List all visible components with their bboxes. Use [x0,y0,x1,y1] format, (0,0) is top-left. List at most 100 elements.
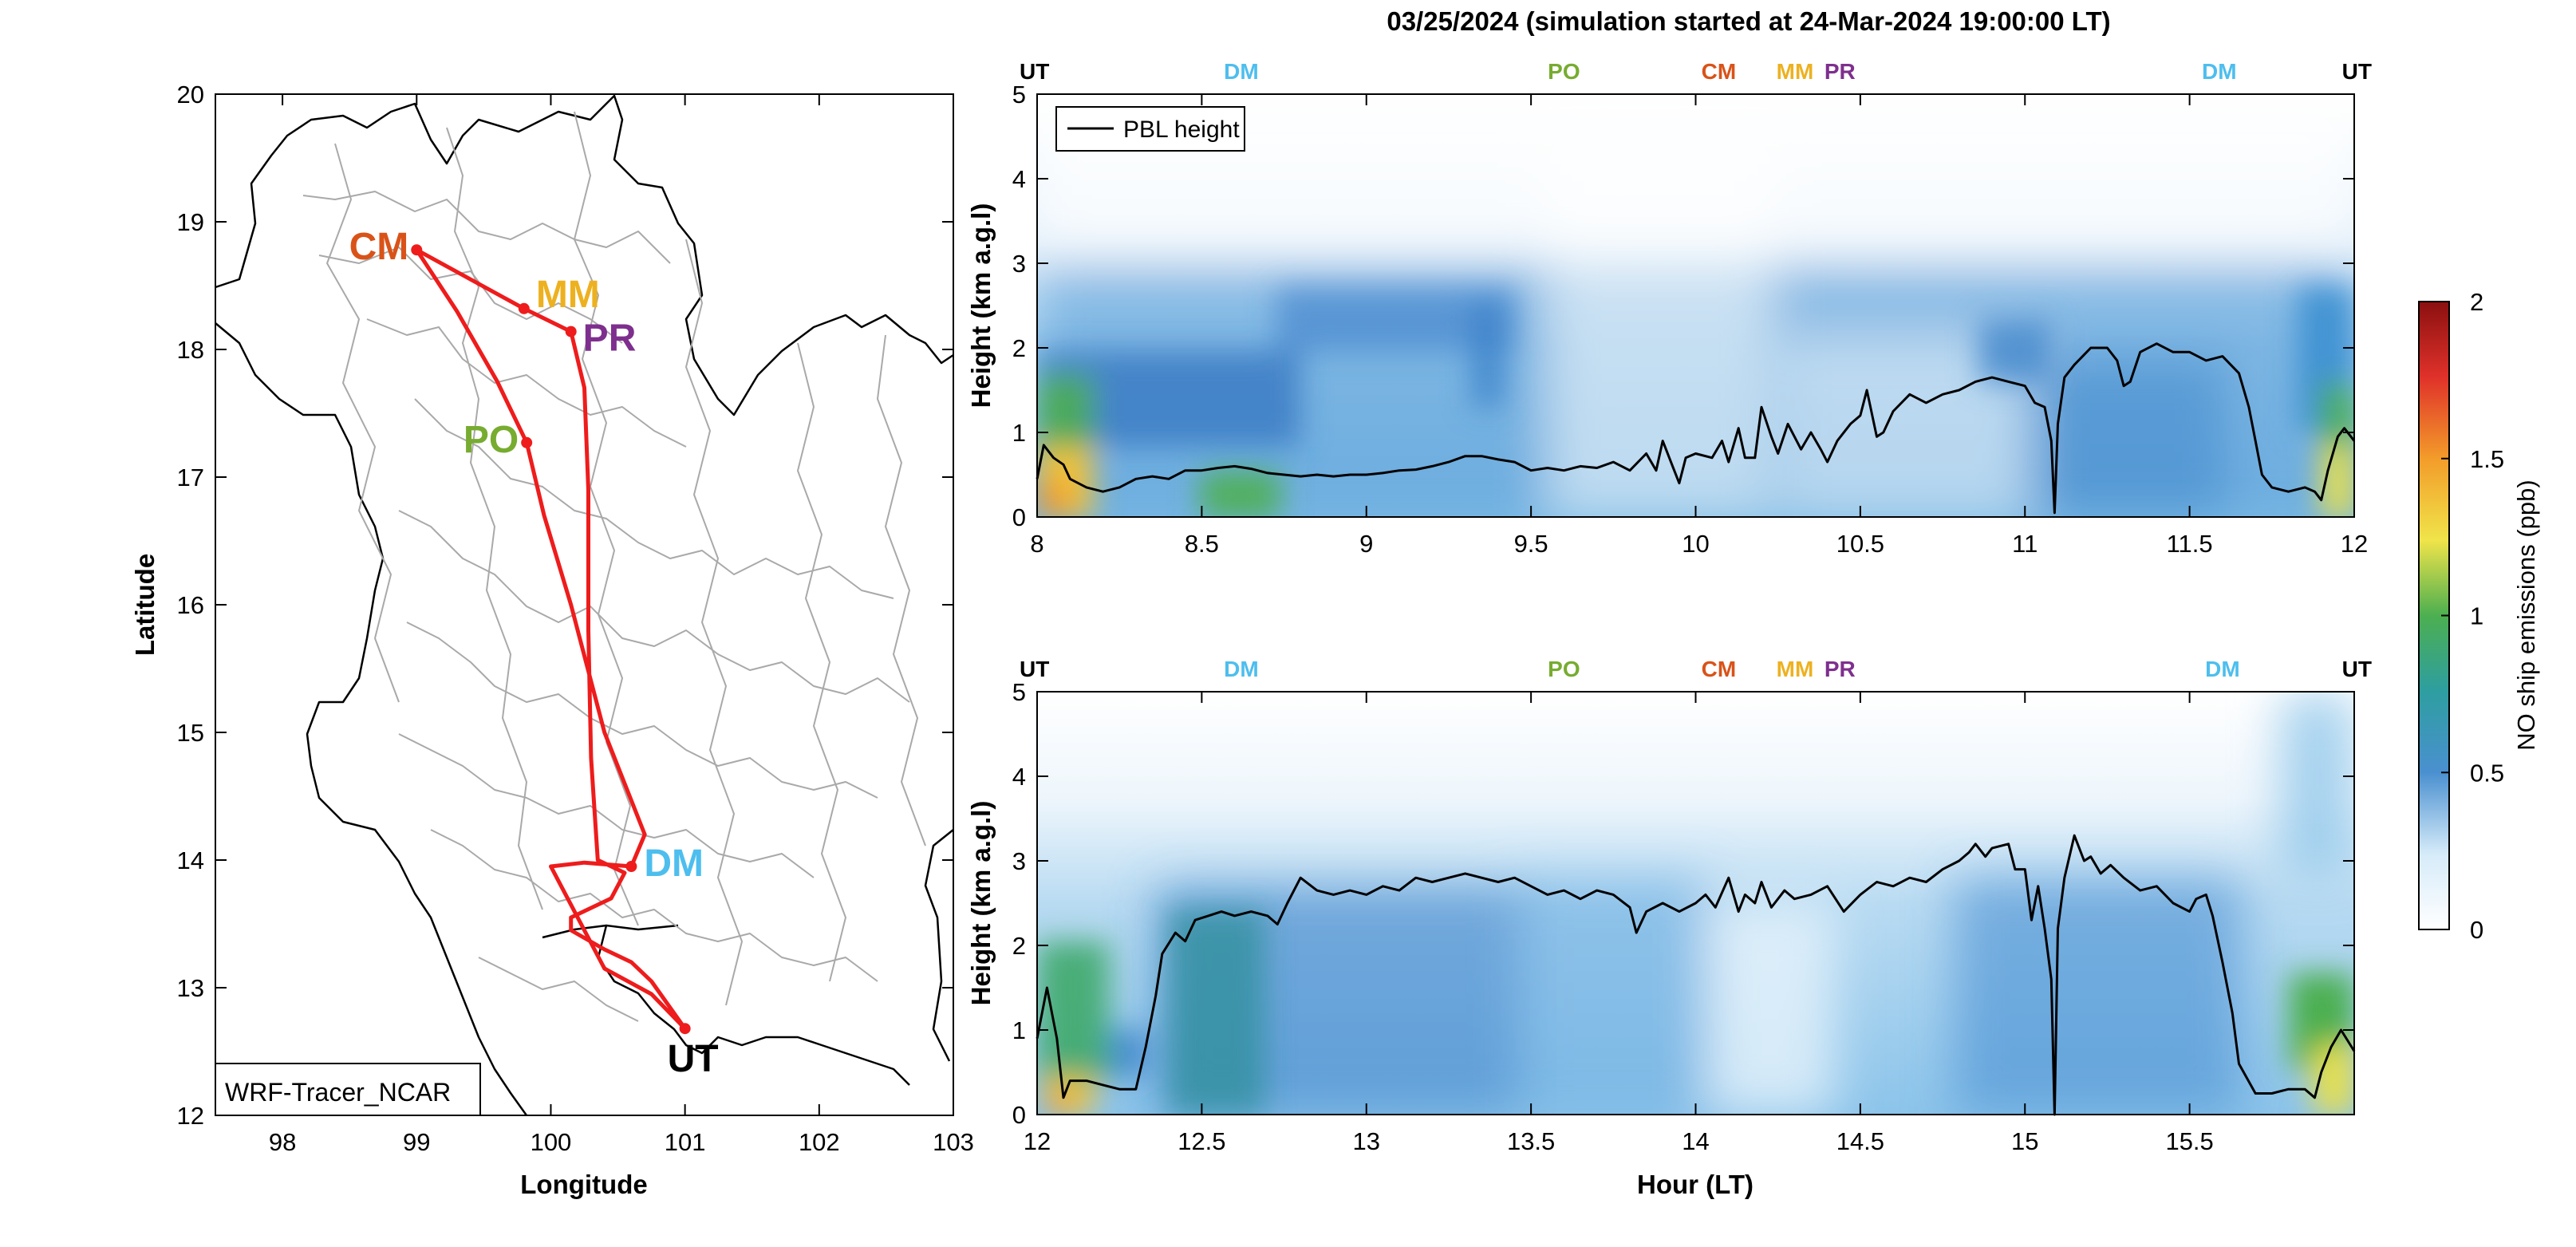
site-marker-cm [411,244,423,256]
top-heatmap-field [1037,94,2354,517]
colorbar-tick-label: 2 [2470,288,2483,316]
colorbar-tick-label: 0 [2470,916,2483,944]
map-y-tick-label: 19 [177,208,204,236]
top-site-label-mm: MM [1777,59,1814,84]
map-y-axis-label: Latitude [130,554,160,656]
province-borders [302,111,926,1022]
bottom-y-tick-label: 3 [1012,847,1026,875]
bottom-heatmap-field [1037,692,2354,1115]
pbl-height-line-bottom [1036,834,2356,1116]
top-x-tick-label: 8.5 [1185,530,1219,558]
map-x-tick-label: 98 [269,1128,296,1156]
map-y-tick-label: 17 [177,464,204,491]
top-site-label-po: PO [1548,59,1580,84]
bottom-x-tick-label: 15 [2011,1127,2038,1155]
map-x-axis-label: Longitude [520,1170,647,1199]
site-marker-po [521,436,533,448]
pbl-legend: PBL height [1055,106,1245,152]
map-frame [215,93,954,1116]
site-label-dm: DM [644,843,704,885]
top-y-tick-label: 5 [1012,81,1026,109]
map-legend-box [215,1063,481,1116]
map-y-tick-label: 13 [177,974,204,1002]
bottom-y-ticks: 0 1 2 3 4 5 [1012,678,2354,1129]
top-y-axis-label: Height (km a.g.l) [966,203,996,408]
top-site-label-dm: DM [2202,59,2237,84]
top-y-tick-label: 0 [1012,503,1026,531]
bottom-site-label-po: PO [1548,657,1580,681]
site-label-cm: CM [349,226,409,268]
map-legend-label: WRF-Tracer_NCAR [225,1078,451,1107]
bottom-x-tick-label: 14 [1682,1127,1709,1155]
map-y-tick-label: 18 [177,336,204,364]
site-label-po: PO [464,419,519,461]
map-x-ticks: 98 99 100 101 102 103 [269,94,974,1156]
bottom-y-tick-label: 1 [1012,1016,1026,1044]
site-label-mm: MM [536,274,600,316]
map-x-tick-label: 101 [665,1128,706,1156]
map-x-tick-label: 99 [403,1128,430,1156]
colorbar-tick-label: 0.5 [2470,759,2504,787]
map-x-tick-label: 103 [933,1128,974,1156]
top-x-tick-label: 9 [1359,530,1373,558]
top-x-tick-label: 10 [1682,530,1709,558]
top-y-tick-label: 3 [1012,250,1026,278]
bottom-y-tick-label: 4 [1012,763,1026,791]
map-y-tick-label: 15 [177,719,204,747]
bottom-x-tick-label: 13.5 [1507,1127,1555,1155]
colorbar-ticks: 0 0.5 1 1.5 2 [2441,288,2504,944]
site-label-pr: PR [583,318,637,360]
top-x-ticks: 8 8.5 9 9.5 10 10.5 11 11.5 12 [1030,94,2368,558]
top-y-tick-label: 2 [1012,334,1026,362]
top-x-tick-label: 9.5 [1514,530,1548,558]
bottom-y-axis-label: Height (km a.g.l) [966,801,996,1006]
pbl-height-line-top [1036,342,2356,515]
colorbar: 0 0.5 1 1.5 2 NO ship emissions (ppb) [2418,288,2540,944]
bottom-x-tick-label: 12 [1024,1127,1051,1155]
top-y-tick-label: 1 [1012,419,1026,447]
bottom-y-tick-label: 0 [1012,1101,1026,1129]
map-y-tick-label: 12 [177,1102,204,1130]
top-site-label-pr: PR [1825,59,1856,84]
top-x-tick-label: 12 [2341,530,2368,558]
top-x-tick-label: 10.5 [1836,530,1884,558]
bottom-x-tick-label: 12.5 [1178,1127,1225,1155]
top-site-label-ut: UT [1020,59,1049,84]
map-x-tick-label: 102 [799,1128,840,1156]
map-legend: WRF-Tracer_NCAR [215,1063,481,1116]
colorbar-label: NO ship emissions (ppb) [2512,479,2540,750]
bottom-site-label-ut: UT [2342,657,2372,681]
top-site-label-cm: CM [1702,59,1737,84]
map-y-ticks: 12 13 14 15 16 17 18 19 20 [177,81,953,1130]
route-line [414,247,687,1030]
site-label-ut: UT [668,1038,719,1080]
bottom-site-label-dm: DM [1224,657,1259,681]
bottom-x-tick-label: 14.5 [1836,1127,1884,1155]
map-y-tick-label: 16 [177,591,204,619]
site-marker-mm [518,302,530,314]
bottom-x-tick-label: 13 [1353,1127,1380,1155]
bottom-site-label-pr: PR [1825,657,1856,681]
top-y-ticks: 0 1 2 3 4 5 [1012,81,2354,531]
top-site-label-dm: DM [1224,59,1259,84]
bottom-x-axis-label: Hour (LT) [1637,1170,1753,1199]
map-y-tick-label: 20 [177,81,204,109]
top-x-tick-label: 11 [2012,530,2038,558]
pbl-legend-label: PBL height [1123,116,1240,143]
colorbar-tick-label: 1 [2470,602,2483,630]
top-site-label-ut: UT [2342,59,2372,84]
map-x-tick-label: 100 [531,1128,572,1156]
site-marker-ut [679,1023,691,1035]
bottom-site-label-cm: CM [1702,657,1737,681]
top-x-tick-label: 11.5 [2167,530,2213,558]
bottom-site-labels: UT DM PO CM MM PR DM UT [1020,657,2372,681]
bottom-site-label-dm: DM [2205,657,2240,681]
bottom-y-tick-label: 2 [1012,932,1026,960]
top-site-labels: UT DM PO CM MM PR DM UT [1020,59,2372,84]
site-marker-pr [565,326,577,337]
figure-title: 03/25/2024 (simulation started at 24-Mar… [1387,6,2110,36]
